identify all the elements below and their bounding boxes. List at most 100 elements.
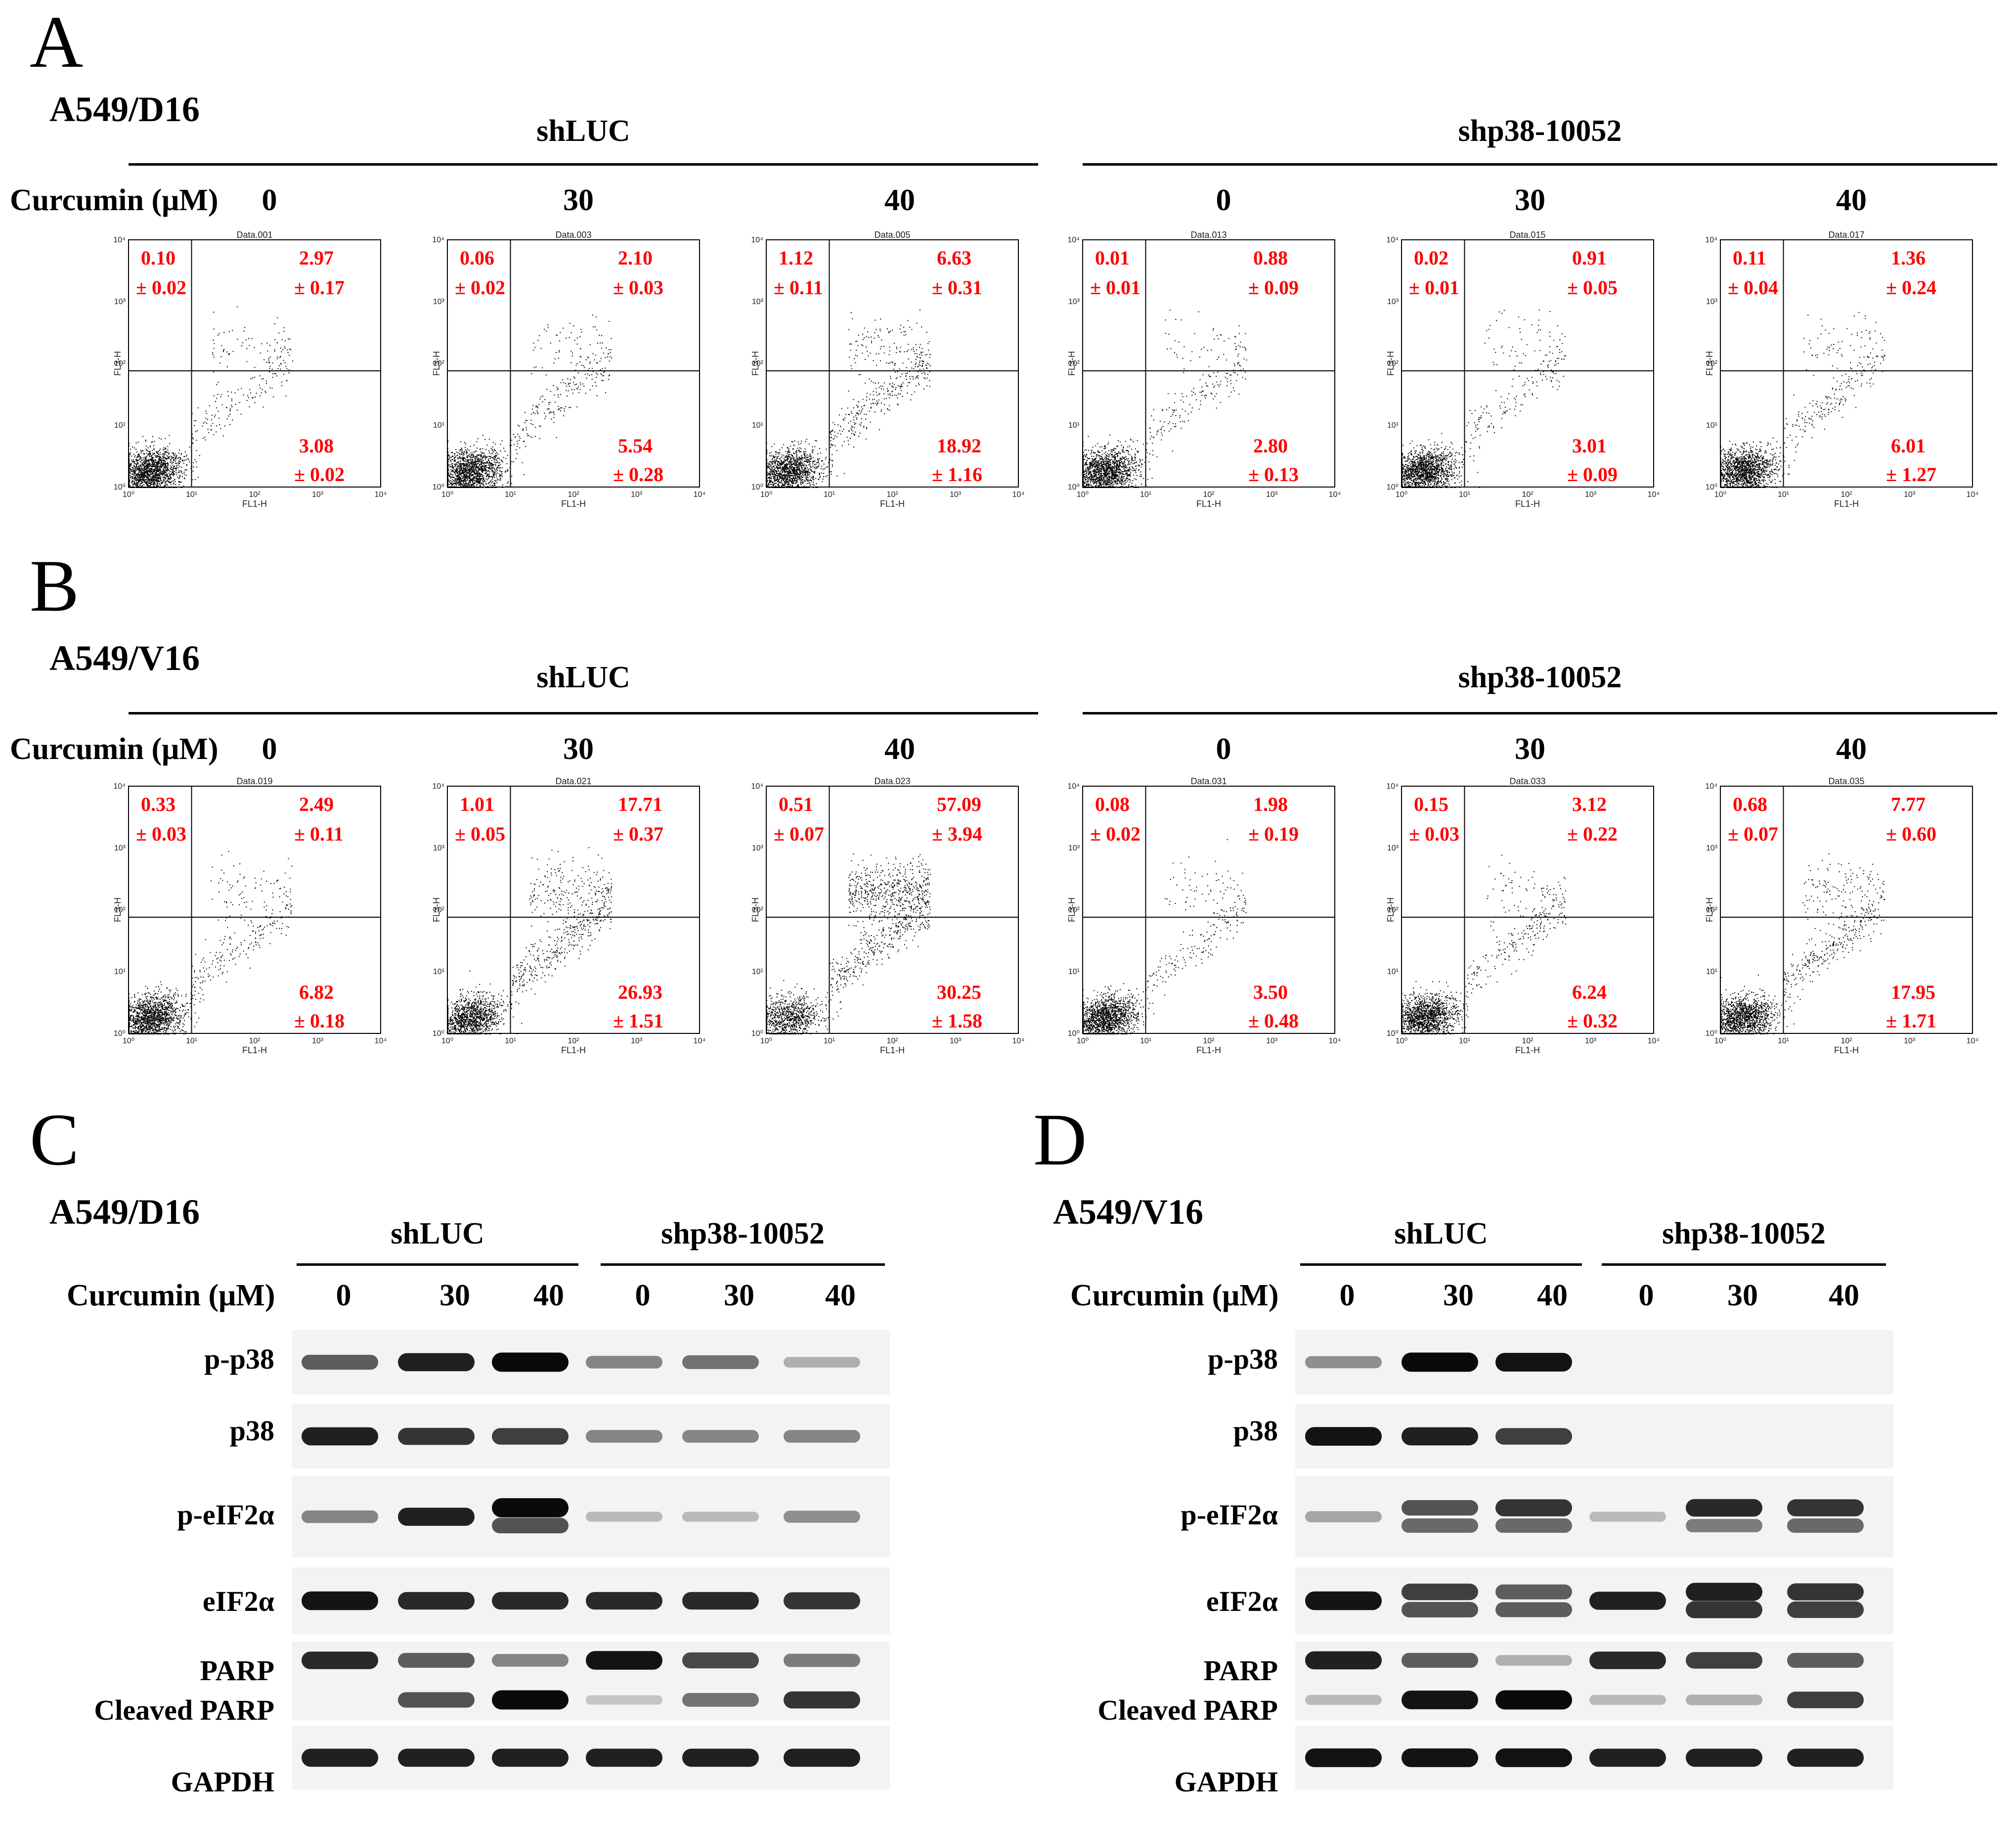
group-rule-shp38-c [601,1263,885,1266]
blot-band [1305,1591,1382,1610]
blot-label-p38: p38 [0,1414,274,1447]
y-tick-label: 10³ [433,298,445,306]
quadrant-ul-sd: ± 0.01 [1409,276,1459,299]
y-tick-label: 10⁴ [751,236,763,244]
blot-label-parp: PARP [0,1654,274,1687]
x-tick-label: 10⁰ [760,1037,772,1045]
x-tick-label: 10² [568,490,579,499]
blot-band [492,1654,569,1667]
plot-title: Data.003 [555,230,591,240]
y-axis-label: FL3-H [1068,897,1077,922]
y-tick-label: 10⁴ [1387,782,1399,791]
dose-label: 40 [1812,732,1891,767]
y-tick-label: 10³ [1068,844,1080,852]
quadrant-ul-value: 0.01 [1095,247,1130,269]
y-tick-label: 10¹ [1068,968,1080,976]
quadrant-ur-sd: ± 0.22 [1567,823,1618,845]
dose-label: 30 [1490,183,1570,218]
x-tick-label: 10⁴ [1329,490,1341,499]
dose-label: 40 [1812,183,1891,218]
x-tick-label: 10⁴ [1967,490,1979,499]
blot-band [1787,1692,1864,1708]
quadrant-lr-sd: ± 1.58 [932,1010,982,1032]
group-rule-shluc-c [297,1263,578,1266]
blot-band [1402,1427,1478,1446]
blot-band [682,1693,759,1707]
x-tick-label: 10⁴ [694,1037,706,1045]
dose-label: 0 [304,1278,383,1313]
quadrant-ul-sd: ± 0.03 [136,823,186,845]
quadrant-ul-value: 0.68 [1733,793,1767,815]
dose-label: 0 [230,183,309,218]
blot-band [1686,1519,1762,1532]
y-tick-label: 10¹ [1068,421,1080,430]
panel-letter-b: B [30,549,79,623]
dose-label: 40 [1804,1278,1884,1313]
x-tick-label: 10³ [1266,490,1278,499]
x-tick-label: 10¹ [1459,1037,1470,1045]
blot-band [1402,1602,1478,1618]
group-rule-shluc-d [1300,1263,1582,1266]
blot-band [1686,1694,1762,1705]
blot-band [1402,1518,1478,1533]
quadrant-lr-value: 2.80 [1253,435,1288,457]
x-tick-label: 10⁴ [1012,490,1025,499]
x-tick-label: 10³ [1266,1037,1278,1045]
dose-label: 0 [1184,183,1263,218]
panel-letter-d: D [1033,1103,1087,1177]
x-tick-label: 10³ [1585,490,1597,499]
blot-band [1402,1583,1478,1601]
group-label-shluc-d: shLUC [1300,1216,1582,1251]
y-tick-label: 10² [433,359,445,368]
quadrant-ur-sd: ± 3.94 [932,823,982,845]
blot-band [1495,1748,1572,1767]
blot-strip [292,1476,890,1558]
blot-strip [1295,1726,1893,1790]
quadrant-lr-sd: ± 0.13 [1248,463,1299,486]
dot-cloud [1720,312,1885,488]
blot-band [302,1651,378,1669]
y-tick-label: 10¹ [114,421,126,430]
quadrant-ul-sd: ± 0.02 [136,276,186,299]
dose-label: 40 [509,1278,588,1313]
quadrant-ur-value: 0.88 [1253,247,1288,269]
blot-label-p-p38: p-p38 [0,1342,274,1376]
blot-strip [292,1726,890,1790]
y-tick-label: 10⁰ [751,1029,763,1038]
x-tick-label: 10³ [631,1037,643,1045]
group-rule-shp38-d [1602,1263,1886,1266]
blot-band [302,1427,378,1446]
x-tick-label: 10⁰ [760,490,772,499]
y-axis-label: FL3-H [751,351,760,376]
x-tick-label: 10² [1841,490,1852,499]
quadrant-ul-sd: ± 0.07 [1728,823,1778,845]
x-tick-label: 10⁰ [1714,1037,1726,1045]
blot-band [1305,1356,1382,1369]
y-tick-label: 10² [1387,359,1399,368]
plot-title: Data.031 [1190,776,1227,786]
blot-band [492,1592,569,1610]
quadrant-lr-value: 17.95 [1891,981,1935,1003]
y-tick-label: 10³ [752,844,764,852]
flow-dot-plot: Data.035 10⁰ 10¹ 10² 10³ 10⁴ 10⁰ 10¹ 10² 10³ 10⁴ FL… [1706,776,1978,1055]
x-tick-label: 10⁰ [441,1037,453,1045]
y-tick-label: 10² [114,359,126,368]
x-tick-label: 10⁴ [375,490,387,499]
quadrant-ur-sd: ± 0.19 [1248,823,1299,845]
dose-label: 30 [700,1278,779,1313]
dose-label: 40 [860,732,939,767]
blot-band [492,1748,569,1767]
dot-cloud [766,310,931,488]
quadrant-ul-value: 0.10 [141,247,175,269]
blot-band [398,1748,475,1767]
blot-band [1589,1694,1666,1705]
group-label-shp38-d: shp38-10052 [1602,1216,1886,1251]
quadrant-ur-value: 2.97 [299,247,334,269]
blot-band [398,1592,475,1610]
x-tick-label: 10⁴ [1648,1037,1660,1045]
blot-band [1495,1602,1572,1617]
x-tick-label: 10⁴ [694,490,706,499]
quadrant-ul-sd: ± 0.02 [1090,823,1140,845]
dot-cloud [447,314,613,488]
blot-band [492,1428,569,1445]
